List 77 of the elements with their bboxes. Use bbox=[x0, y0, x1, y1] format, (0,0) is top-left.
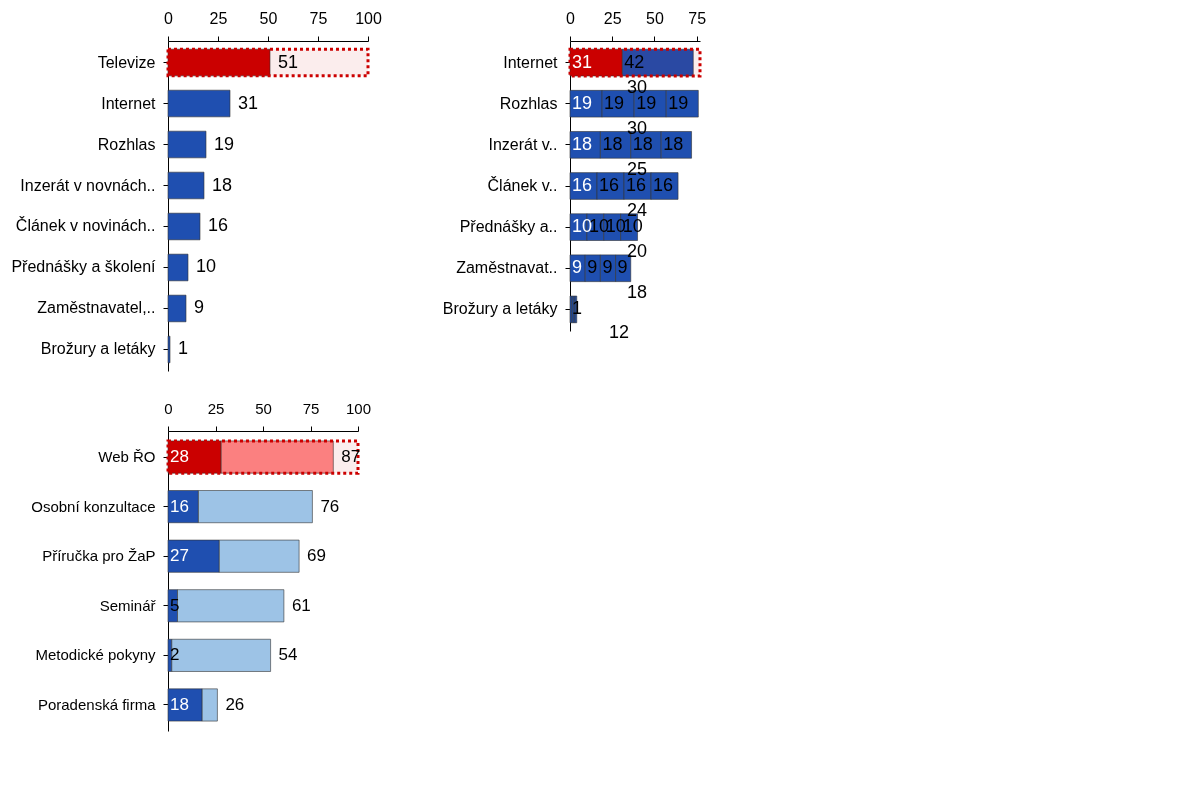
y-tick-label: Metodické pokyny bbox=[35, 646, 156, 664]
data-label: 16 bbox=[170, 496, 189, 516]
x-tick-label: 25 bbox=[207, 399, 225, 417]
data-label: 2 bbox=[170, 645, 180, 665]
data-label: 31 bbox=[572, 51, 593, 72]
data-label: 18 bbox=[170, 694, 189, 714]
data-label: 18 bbox=[572, 133, 593, 154]
data-label: 1 bbox=[572, 298, 583, 319]
data-label: 16 bbox=[572, 175, 593, 195]
x-tick-label: 50 bbox=[646, 9, 664, 27]
total-label: 61 bbox=[291, 595, 311, 615]
data-label: 19 bbox=[572, 92, 593, 113]
y-tick-label: Přednášky a.. bbox=[459, 218, 558, 236]
x-tick-label: 50 bbox=[255, 399, 272, 417]
data-label: 10 bbox=[572, 216, 593, 237]
y-tick-label: Zaměstnavat.. bbox=[456, 259, 558, 277]
total-label: 26 bbox=[225, 694, 245, 714]
data-label: 19 bbox=[636, 92, 657, 113]
data-label: 19 bbox=[668, 92, 689, 113]
total-label: 76 bbox=[320, 496, 340, 516]
data-label: 18 bbox=[632, 133, 653, 154]
data-label: 1 bbox=[178, 338, 189, 359]
y-tick-label: Inzerát v novnách.. bbox=[20, 176, 156, 194]
y-tick-label: Seminář bbox=[99, 596, 157, 614]
data-label: 51 bbox=[278, 51, 299, 72]
data-label: 16 bbox=[208, 215, 229, 236]
annotation: 20 bbox=[627, 241, 648, 262]
y-tick-label: Web ŘO bbox=[98, 448, 156, 466]
x-tick-label: 0 bbox=[566, 9, 576, 27]
total-label: 87 bbox=[341, 447, 361, 467]
x-tick-label: 25 bbox=[209, 9, 228, 27]
y-tick-label: Brožury a letáky bbox=[40, 340, 156, 358]
y-tick-label: Příručka pro ŽaP bbox=[42, 547, 156, 565]
data-label: 18 bbox=[212, 174, 233, 195]
data-label: 18 bbox=[602, 133, 623, 154]
x-tick-label: 0 bbox=[164, 9, 174, 27]
y-tick-label: Rozhlas bbox=[499, 94, 558, 112]
x-tick-label: 100 bbox=[355, 9, 382, 27]
data-label: 18 bbox=[663, 133, 684, 154]
x-tick-label: 75 bbox=[688, 9, 707, 27]
x-tick-label: 50 bbox=[259, 9, 278, 27]
x-tick-label: 100 bbox=[345, 399, 372, 417]
data-label: 19 bbox=[604, 92, 625, 113]
data-label: 19 bbox=[214, 133, 235, 154]
data-label: 9 bbox=[587, 257, 598, 278]
data-label: 9 bbox=[572, 257, 583, 278]
data-label: 28 bbox=[170, 447, 189, 467]
y-tick-label: Televize bbox=[97, 53, 156, 71]
total-label: 69 bbox=[307, 546, 327, 566]
data-label: 42 bbox=[624, 51, 645, 72]
y-tick-label: Inzerát v.. bbox=[488, 135, 558, 153]
y-tick-label: Internet bbox=[503, 53, 559, 71]
data-label: 27 bbox=[170, 546, 189, 566]
y-tick-label: Přednášky a školení bbox=[11, 258, 157, 276]
data-label: 9 bbox=[617, 257, 628, 278]
y-tick-label: Poradenská firma bbox=[37, 695, 157, 713]
data-label: 31 bbox=[238, 92, 259, 113]
data-label: 10 bbox=[196, 256, 217, 277]
data-label: 9 bbox=[194, 297, 205, 318]
annotation: 18 bbox=[627, 282, 648, 303]
total-label: 54 bbox=[278, 645, 298, 665]
x-tick-label: 75 bbox=[302, 399, 320, 417]
y-tick-label: Internet bbox=[101, 94, 157, 112]
y-tick-label: Článek v novinách.. bbox=[15, 216, 156, 235]
annotation: 12 bbox=[609, 322, 630, 343]
y-tick-label: Rozhlas bbox=[97, 135, 156, 153]
x-tick-label: 75 bbox=[309, 9, 328, 27]
x-tick-label: 25 bbox=[603, 9, 622, 27]
data-label: 16 bbox=[653, 175, 674, 195]
y-tick-label: Článek v.. bbox=[487, 176, 558, 194]
y-tick-label: Brožury a letáky bbox=[442, 300, 558, 318]
data-label: 16 bbox=[599, 175, 620, 195]
x-tick-label: 0 bbox=[164, 399, 173, 417]
data-label: 9 bbox=[602, 257, 613, 278]
y-tick-label: Osobní konzultace bbox=[31, 497, 156, 515]
data-label: 16 bbox=[626, 175, 647, 195]
y-tick-label: Zaměstnavatel,.. bbox=[37, 299, 156, 317]
